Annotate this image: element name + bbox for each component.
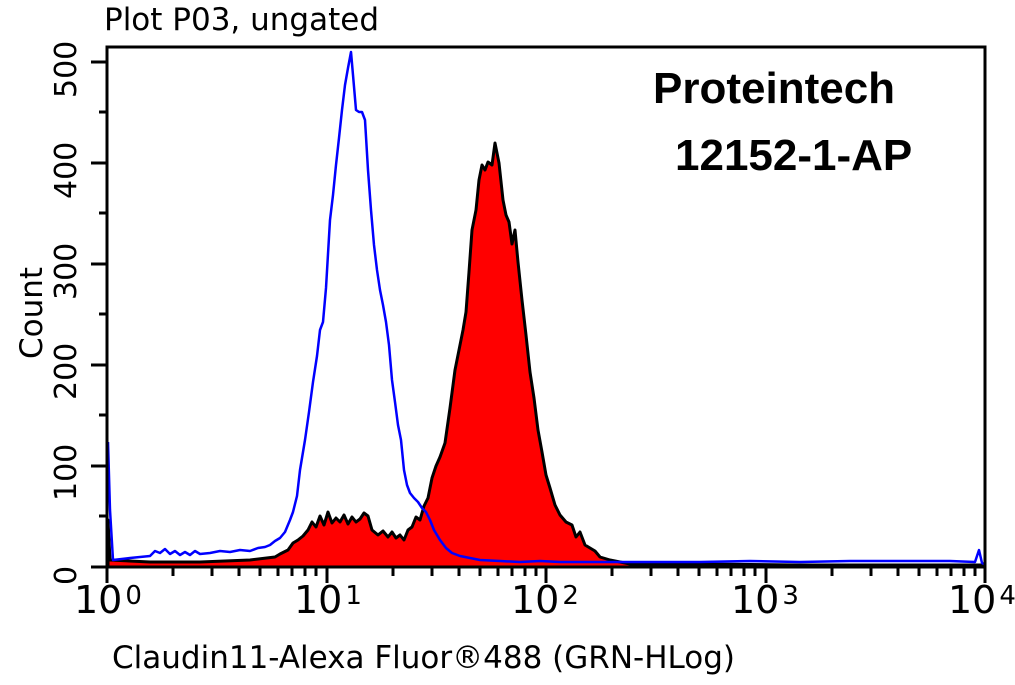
- x-axis-ticks: [105, 567, 987, 583]
- sample-histogram-fill: [106, 141, 987, 569]
- x-tick-1e4: 10 4: [948, 578, 1015, 622]
- y-axis-ticks: [91, 60, 107, 569]
- watermark-catalog-number: 12152-1-AP: [675, 131, 913, 180]
- watermark-brand: Proteintech: [653, 64, 896, 113]
- control-histogram-line: [106, 50, 985, 566]
- x-tick-1e0: 10 0: [74, 578, 142, 622]
- x-tick-1e2: 10 2: [511, 578, 579, 622]
- x-tick-1e3: 10 3: [731, 578, 799, 622]
- x-axis-label: Claudin11-Alexa Fluor®488 (GRN-HLog): [112, 640, 735, 676]
- x-tick-1e1: 10 1: [294, 578, 362, 622]
- plot-title: Plot P03, ungated: [104, 2, 380, 38]
